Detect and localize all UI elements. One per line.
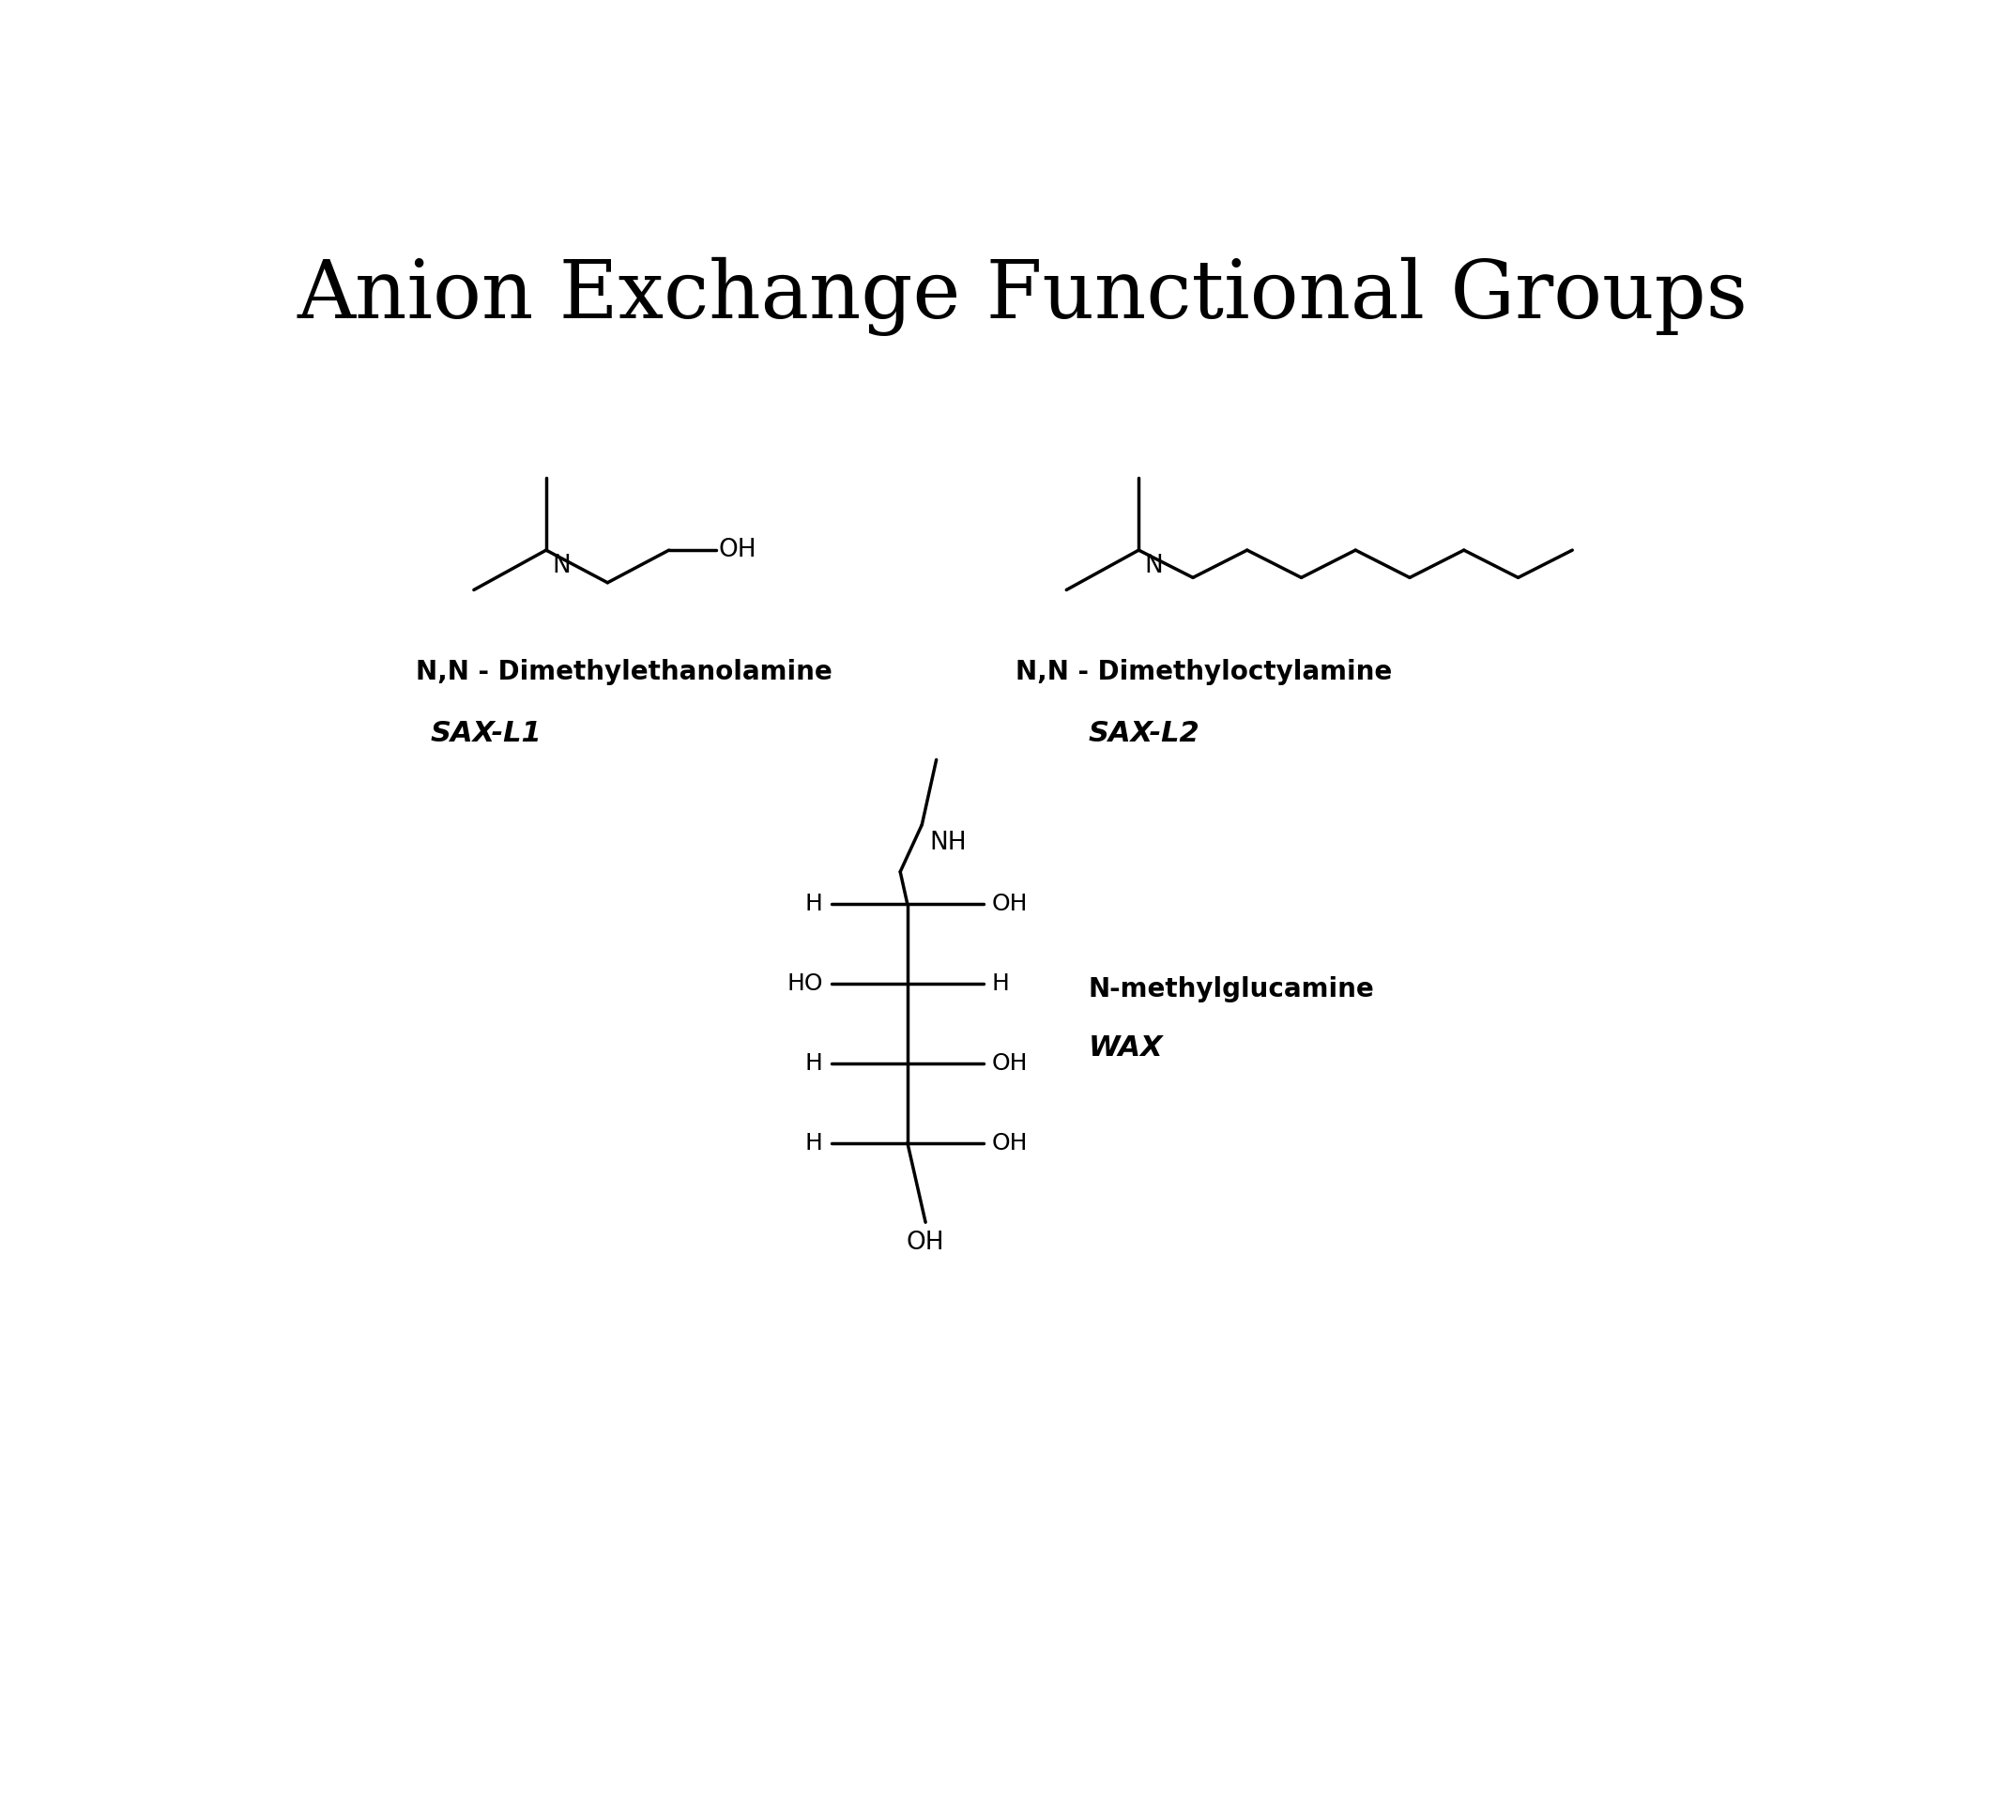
Text: WAX: WAX (1089, 1034, 1163, 1061)
Text: H: H (804, 894, 823, 915)
Text: H: H (804, 1052, 823, 1074)
Text: N-methylglucamine: N-methylglucamine (1089, 977, 1375, 1003)
Text: SAX-L2: SAX-L2 (1089, 721, 1200, 748)
Text: Anion Exchange Functional Groups: Anion Exchange Functional Groups (296, 257, 1748, 337)
Text: H: H (804, 1132, 823, 1154)
Text: OH: OH (907, 1230, 946, 1256)
Text: OH: OH (992, 1052, 1028, 1074)
Text: OH: OH (720, 539, 756, 562)
Text: H: H (992, 972, 1010, 996)
Text: SAX-L1: SAX-L1 (431, 721, 542, 748)
Text: N,N - Dimethyloctylamine: N,N - Dimethyloctylamine (1016, 659, 1393, 684)
Text: OH: OH (992, 1132, 1028, 1154)
Text: HO: HO (786, 972, 823, 996)
Text: N,N - Dimethylethanolamine: N,N - Dimethylethanolamine (415, 659, 833, 684)
Text: NH: NH (929, 830, 966, 855)
Text: OH: OH (992, 894, 1028, 915)
Text: N: N (1145, 553, 1163, 579)
Text: N: N (552, 553, 571, 579)
